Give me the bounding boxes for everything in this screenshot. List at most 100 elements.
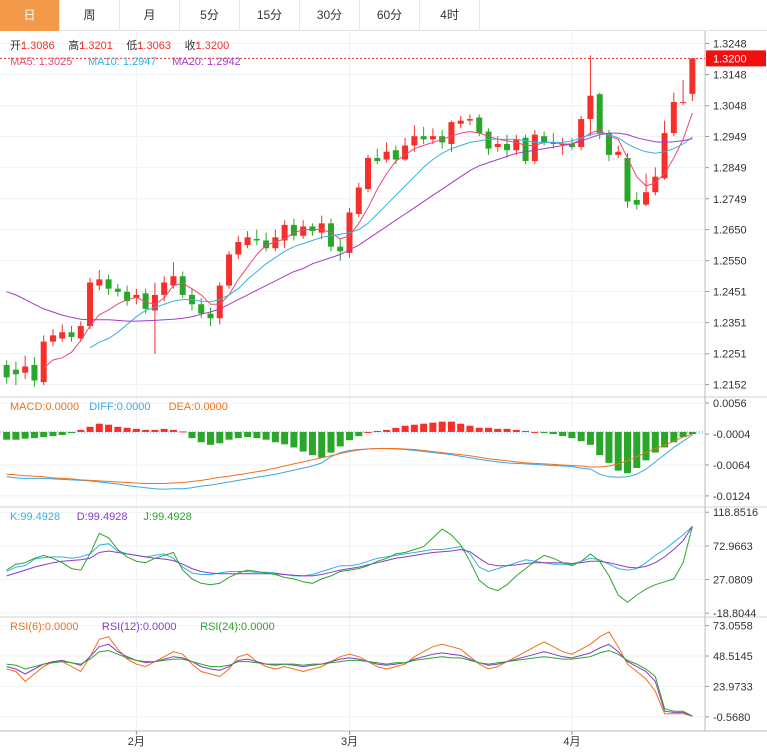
macd-bar (225, 431, 233, 440)
tab-60min[interactable]: 60分 (360, 0, 420, 31)
price-tick-label: 1.3248 (713, 38, 747, 50)
macd-bar (244, 431, 252, 438)
candle-body (504, 143, 511, 151)
macd-bar (410, 424, 418, 432)
kdj-tick-label: 72.9663 (713, 541, 753, 553)
candle-body (355, 187, 362, 214)
candle-body (541, 136, 548, 143)
tab-15min[interactable]: 15分 (240, 0, 300, 31)
candle-body (531, 134, 538, 162)
macd-bar (614, 431, 622, 471)
macd-legend: MACD:0.0000 (10, 401, 79, 413)
macd-bar (105, 424, 113, 432)
tab-week[interactable]: 周 (60, 0, 120, 31)
macd-bar (169, 429, 177, 432)
price-tick-label: 1.2251 (713, 349, 747, 361)
candle-body (244, 237, 251, 246)
candle-body (49, 335, 56, 342)
rsi24-line (6, 649, 693, 717)
ma-legend: MA5: 1.3025 (10, 56, 72, 68)
candle-body (87, 282, 94, 327)
macd-bar (197, 431, 205, 443)
macd-bar (355, 431, 363, 437)
price-tick-label: 1.2650 (713, 225, 747, 237)
macd-tick-label: -0.0004 (713, 429, 750, 441)
macd-bar (132, 428, 140, 432)
macd-bar (661, 431, 669, 448)
kdj-j-line (6, 526, 693, 603)
macd-bar (531, 431, 539, 433)
rsi-legend: RSI(6):0.0000 (10, 621, 78, 633)
macd-bar (688, 431, 696, 435)
macd-bar (179, 431, 187, 433)
macd-bar (188, 431, 196, 439)
ma-legend: MA20: 1.2942 (172, 56, 241, 68)
candle-body (263, 240, 270, 249)
rsi6-line (6, 631, 693, 717)
macd-bar (447, 421, 455, 432)
tab-30min[interactable]: 30分 (300, 0, 360, 31)
candle-body (300, 226, 307, 236)
macd-bar (383, 429, 391, 432)
candle-body (420, 136, 427, 140)
ohlc-value: 1.3086 (21, 40, 55, 52)
kline-chart[interactable]: 1.3248 1.3148 1.3048 1.2949 1.2849 1.2749 1.26… (0, 31, 767, 755)
macd-tick-label: 0.0056 (713, 398, 747, 410)
macd-bar (271, 431, 279, 443)
candle-body (337, 246, 344, 252)
candle-body (448, 122, 455, 144)
macd-bar (49, 431, 57, 437)
tab-4hour[interactable]: 4时 (420, 0, 480, 31)
candle-body (198, 304, 205, 314)
candle-body (661, 133, 668, 179)
candle-body (605, 133, 612, 155)
candle-body (22, 366, 29, 373)
candle-body (633, 199, 640, 205)
candle-body (476, 117, 483, 134)
macd-bar (401, 425, 409, 432)
candle-body (392, 150, 399, 160)
tab-5min[interactable]: 5分 (180, 0, 240, 31)
macd-bar (77, 429, 85, 432)
price-tick-label: 1.3148 (713, 70, 747, 82)
macd-bar (262, 431, 270, 440)
candle-body (374, 157, 381, 162)
ohlc-value: 1.3200 (196, 40, 230, 52)
kdj-legend: K:99.4928 (10, 511, 60, 523)
candle-body (596, 94, 603, 134)
x-tick-label: 4月 (563, 736, 580, 748)
period-tabs: 日 周 月 5分 15分 30分 60分 4时 (0, 0, 767, 31)
candle-body (226, 254, 233, 286)
candle-body (318, 223, 325, 233)
macd-bar (299, 431, 307, 452)
macd-bar (679, 431, 687, 438)
candle-body (151, 294, 158, 311)
tab-month[interactable]: 月 (120, 0, 180, 31)
candle-body (680, 101, 687, 103)
rsi-legend: RSI(12):0.0000 (102, 621, 177, 633)
macd-bar (123, 427, 131, 432)
candle-body (142, 293, 149, 309)
ma-legend: MA10: 1.2947 (88, 56, 157, 68)
candle-body (383, 151, 390, 160)
candle-body (429, 136, 436, 140)
macd-bar (577, 431, 585, 442)
macd-bar (281, 431, 289, 445)
last-price-badge (706, 50, 766, 67)
macd-bar (234, 431, 242, 439)
candle-body (290, 224, 297, 236)
price-tick-label: 1.2550 (713, 256, 747, 268)
candle-body (327, 223, 334, 247)
candle-body (96, 279, 103, 286)
tab-day[interactable]: 日 (0, 0, 60, 31)
ohlc-label: 开: (10, 40, 24, 52)
ohlc-label: 高: (68, 38, 82, 52)
rsi-tick-label: -0.5680 (713, 712, 750, 724)
macd-bar (12, 431, 20, 440)
macd-bar (373, 430, 381, 432)
macd-bar (86, 426, 94, 432)
macd-bar (549, 431, 557, 435)
candle-body (40, 341, 47, 383)
macd-bar (151, 429, 159, 432)
last-price-label: 1.3200 (713, 53, 747, 65)
